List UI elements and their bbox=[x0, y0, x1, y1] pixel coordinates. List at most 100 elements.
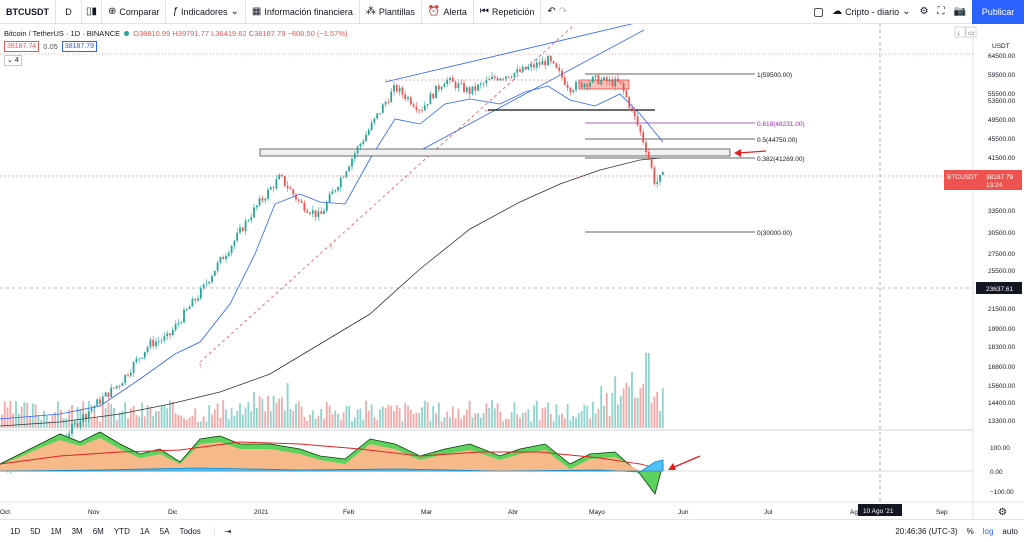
candle-body bbox=[555, 63, 558, 68]
candle-body bbox=[82, 414, 85, 422]
bid-price[interactable]: 38187.74 bbox=[4, 41, 40, 52]
fullscreen-icon[interactable]: ⛶ bbox=[937, 6, 945, 17]
price-tick-label: 16800.00 bbox=[988, 364, 1015, 371]
range-6m[interactable]: 6M bbox=[92, 526, 104, 536]
market-open-dot bbox=[124, 31, 130, 36]
indicators-button[interactable]: ƒ Indicadores ⌄ bbox=[166, 0, 246, 24]
support-zone-rectangle[interactable] bbox=[259, 148, 731, 157]
candle-body bbox=[138, 358, 141, 360]
range-1d[interactable]: 1D bbox=[10, 526, 21, 536]
volume-bar bbox=[328, 405, 331, 428]
pane-maximize-button[interactable] bbox=[965, 26, 977, 38]
gear-icon[interactable]: ⚙ bbox=[998, 507, 1007, 518]
redo-icon[interactable]: ↷ bbox=[558, 5, 568, 17]
volume-bar bbox=[230, 407, 233, 428]
volume-bar bbox=[225, 409, 227, 428]
legend-quote-row: 38187.74 0.05 38187.79 bbox=[4, 41, 348, 52]
support-trendline[interactable] bbox=[199, 25, 574, 363]
percent-toggle[interactable]: % bbox=[966, 527, 974, 536]
camera-icon[interactable]: 📷 bbox=[953, 6, 966, 17]
ask-price[interactable]: 38187.79 bbox=[61, 41, 98, 52]
volume-bar bbox=[611, 393, 614, 428]
interval-label: D bbox=[65, 6, 72, 17]
chart-type-button[interactable]: ▯▮ bbox=[82, 0, 102, 24]
volume-bar bbox=[255, 407, 258, 428]
candle-body bbox=[524, 66, 527, 70]
range-ytd[interactable]: YTD bbox=[113, 526, 130, 536]
chart-area[interactable]: 1(59500.00) 0.618(48231.00) 0.5(44750.00… bbox=[0, 24, 1024, 519]
auto-toggle[interactable]: auto bbox=[1002, 527, 1018, 536]
candle-body bbox=[87, 411, 90, 419]
candle-body bbox=[241, 227, 244, 231]
oscillator-axis[interactable]: 100.00 0.00 −100.00 bbox=[990, 445, 1014, 496]
time-axis[interactable]: Oct Nov Dic 2021 Feb Mar Abr Mayo Jun Jul Ago Sep bbox=[0, 509, 948, 516]
publish-button[interactable]: Publicar bbox=[972, 0, 1024, 24]
candle-body bbox=[412, 104, 415, 107]
volume-bar bbox=[393, 411, 395, 428]
interval-button[interactable]: D bbox=[56, 0, 82, 24]
candle-body bbox=[451, 77, 454, 82]
bottom-toolbar: 1D 5D 1M 3M 6M YTD 1A 5A Todos ⇥ 20:46:3… bbox=[0, 519, 1024, 542]
layout-selector[interactable]: ☁ Cripto - diario ⌄ bbox=[832, 7, 910, 18]
gear-icon[interactable]: ⚙ bbox=[919, 6, 929, 17]
candle-body bbox=[639, 125, 642, 133]
log-toggle[interactable]: log bbox=[982, 527, 994, 536]
candle-body bbox=[239, 227, 241, 233]
alert-button[interactable]: ⏰ Alerta bbox=[422, 0, 474, 24]
candle-body bbox=[653, 167, 656, 184]
volume-bar bbox=[118, 412, 121, 428]
volume-bar bbox=[267, 395, 269, 428]
clock[interactable]: 20:46:36 (UTC-3) bbox=[895, 527, 958, 536]
range-5a[interactable]: 5A bbox=[159, 526, 170, 536]
candle-body bbox=[426, 104, 429, 106]
volume-bar bbox=[451, 406, 454, 428]
left-arrow-marker: ← bbox=[483, 105, 491, 114]
replay-button[interactable]: ⏮ Repetición bbox=[474, 0, 542, 24]
time-tick-label: Mayo bbox=[589, 509, 605, 516]
range-3m[interactable]: 3M bbox=[71, 526, 83, 536]
volume-bar bbox=[216, 403, 219, 428]
candle-body bbox=[513, 72, 516, 78]
channel-upper-line[interactable] bbox=[384, 24, 644, 83]
range-todos[interactable]: Todos bbox=[179, 526, 201, 536]
arrow-annotation-1[interactable] bbox=[734, 149, 767, 157]
goto-date-icon[interactable]: ⇥ bbox=[213, 526, 237, 536]
candle-body bbox=[261, 198, 264, 201]
volume-bar bbox=[113, 407, 115, 428]
volume-bar bbox=[398, 407, 401, 428]
currency-label: USDT bbox=[992, 43, 1010, 50]
compare-button[interactable]: ⊕ Comparar bbox=[102, 0, 167, 24]
volume-bar bbox=[289, 408, 292, 428]
candle-body bbox=[264, 198, 267, 201]
volume-bar bbox=[561, 413, 563, 428]
candle-body bbox=[600, 79, 603, 85]
volume-bar bbox=[656, 391, 659, 428]
scale-down-button[interactable] bbox=[954, 26, 966, 38]
volume-bar bbox=[337, 414, 339, 428]
range-5d[interactable]: 5D bbox=[30, 526, 41, 536]
volume-bar bbox=[317, 415, 320, 428]
templates-button[interactable]: ⁂ Plantillas bbox=[360, 0, 422, 24]
candle-body bbox=[583, 83, 586, 88]
undo-icon[interactable]: ↶ bbox=[547, 5, 556, 17]
oscillator-tick-label: 0.00 bbox=[990, 469, 1003, 476]
financials-button[interactable]: ▦ Información financiera bbox=[246, 0, 360, 24]
candle-body bbox=[505, 76, 507, 79]
candle-body bbox=[563, 77, 566, 85]
price-tick-label: 45500.00 bbox=[988, 136, 1015, 143]
indicators-toggle[interactable]: ⌄ 4 bbox=[4, 55, 22, 66]
volume-bar bbox=[586, 405, 589, 428]
arrow-annotation-2[interactable] bbox=[668, 455, 701, 470]
channel-lower-line[interactable] bbox=[409, 29, 645, 157]
layout-checkbox[interactable] bbox=[814, 7, 824, 17]
candle-body bbox=[157, 341, 160, 342]
volume-bar bbox=[180, 415, 183, 428]
range-1a[interactable]: 1A bbox=[139, 526, 150, 536]
symbol-search[interactable]: BTCUSDT bbox=[0, 0, 56, 24]
candle-body bbox=[328, 194, 331, 203]
volume-bar bbox=[351, 421, 353, 428]
range-1m[interactable]: 1M bbox=[50, 526, 62, 536]
volume-bar bbox=[482, 412, 485, 428]
